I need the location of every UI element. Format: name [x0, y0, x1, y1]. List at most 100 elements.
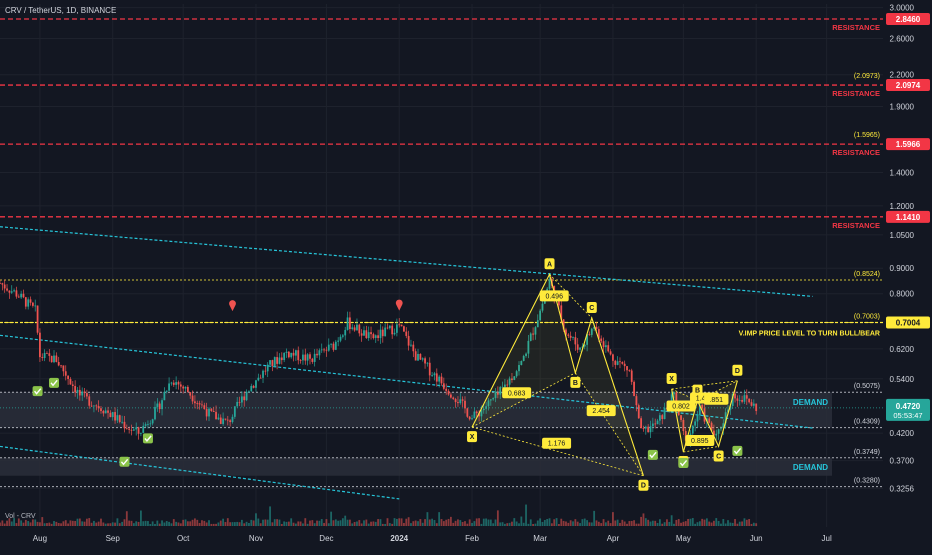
volume-bar: [39, 522, 41, 526]
resistance-price-badge: [886, 79, 930, 92]
candle-body: [130, 429, 133, 431]
volume-bar: [156, 520, 159, 526]
volume-bar: [273, 519, 276, 526]
volume-bar: [391, 523, 394, 526]
candle-body: [93, 405, 95, 407]
candle-body: [257, 377, 260, 381]
volume-bar: [499, 522, 502, 526]
candle-body: [417, 353, 419, 361]
candle-body: [39, 332, 41, 358]
volume-bar: [520, 516, 523, 526]
volume-bar: [132, 523, 135, 526]
candle-body: [515, 371, 518, 377]
volume-bar: [419, 519, 422, 526]
candle-body: [273, 357, 276, 366]
volume-bar: [262, 519, 264, 526]
pattern-1-ratio-line: [471, 426, 644, 477]
time-axis-tick: 2024: [390, 534, 408, 543]
volume-bar: [473, 521, 476, 526]
candle-body: [175, 382, 178, 385]
volume-bar: [306, 523, 309, 526]
resistance-label: RESISTANCE: [832, 89, 880, 98]
candle-body: [370, 332, 372, 335]
volume-bar: [1, 520, 4, 526]
volume-bar: [271, 522, 274, 526]
candle-body: [13, 290, 15, 292]
horizontal-levels: [0, 18, 883, 488]
candle-body: [590, 328, 593, 335]
volume-bar: [107, 523, 109, 526]
price-axis-tick: 0.6200: [890, 345, 915, 354]
price-axis[interactable]: 2.8460 2.0974 1.5966 1.1410 0.7004 3.0000 2.60…: [883, 0, 932, 550]
price-axis-tick: 1.0500: [890, 231, 915, 240]
volume-bar: [170, 523, 173, 526]
candle-body: [609, 351, 612, 355]
volume-bar: [428, 519, 431, 526]
harmonic-patterns[interactable]: XABCD0.4960.6831.1762.454XABCD0.8021.412…: [467, 258, 743, 491]
volume-bar: [666, 519, 668, 526]
candle-body: [595, 326, 598, 330]
candle-body: [337, 340, 340, 342]
volume-bar: [341, 518, 344, 526]
time-axis-tick: Oct: [177, 534, 190, 543]
candle-body: [158, 403, 161, 410]
volume-bar: [367, 523, 370, 526]
candle-body: [0, 283, 1, 284]
volume-bar: [255, 513, 257, 526]
candle-body: [743, 395, 746, 402]
volume-bar: [316, 520, 318, 526]
volume-bar: [619, 522, 621, 526]
candle-body: [344, 329, 347, 336]
volume-bar: [626, 523, 628, 526]
volume-bar: [635, 523, 638, 526]
candle-body: [311, 358, 314, 362]
candle-body: [290, 352, 293, 358]
volume-bar: [515, 521, 518, 526]
volume-bar: [250, 519, 253, 526]
volume-bar: [41, 517, 44, 526]
check-mark-icon: [678, 457, 689, 468]
candle-body: [147, 424, 149, 425]
candle-body: [128, 428, 131, 430]
candle-body: [633, 381, 635, 397]
candle-body: [724, 412, 727, 424]
candle-body: [482, 408, 485, 411]
candle-body: [445, 388, 448, 391]
volume-bar: [144, 520, 147, 526]
volume-bar: [661, 523, 664, 526]
volume-bar: [612, 512, 614, 526]
volume-bar: [736, 523, 739, 526]
volume-bar: [104, 523, 107, 526]
volume-bar: [248, 522, 250, 526]
candle-body: [391, 325, 394, 335]
candle-body: [560, 305, 563, 320]
volume-bar: [97, 521, 100, 526]
candle-body: [20, 293, 23, 298]
volume-bar: [609, 523, 612, 526]
volume-bar: [727, 520, 729, 526]
time-axis[interactable]: Aug Sep Oct Nov Dec 2024 Feb Mar Apr May Jun Jul: [0, 527, 883, 550]
volume-bar: [468, 519, 471, 526]
volume-bar: [278, 519, 281, 526]
candle-body: [172, 382, 175, 385]
candle-body: [71, 384, 74, 387]
candle-body: [536, 320, 539, 328]
volume-bar: [344, 515, 347, 526]
candle-body: [597, 329, 600, 339]
volume-bar: [708, 521, 711, 526]
candle-body: [341, 335, 344, 337]
candle-body: [722, 423, 725, 429]
check-mark-glyph: [733, 447, 742, 455]
pattern-1-ratio-badge: [502, 387, 532, 399]
candle-body: [745, 395, 748, 399]
volume-bar: [576, 521, 579, 526]
candle-body: [60, 365, 62, 367]
volume-bar: [466, 523, 469, 526]
volume-bar: [445, 519, 448, 526]
volume-bar: [233, 522, 236, 526]
volume-bar: [644, 518, 647, 526]
current-price-countdown: 05:53:47: [893, 411, 922, 420]
pattern-1-point-label: C: [589, 305, 594, 312]
